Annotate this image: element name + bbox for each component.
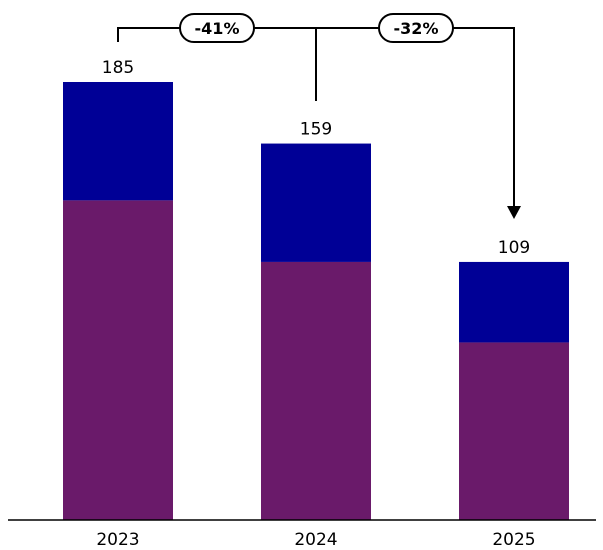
growth-pill-2-text: -32% — [394, 19, 439, 38]
total-label-2023: 185 — [102, 58, 134, 78]
bars-group — [63, 82, 569, 521]
growth-bracket: -41% -32% — [117, 13, 521, 219]
x-tick-label-2024: 2024 — [294, 530, 337, 550]
total-labels-group: 185 159 109 — [102, 58, 530, 258]
growth-pill-2: -32% — [378, 13, 454, 43]
total-label-2025: 109 — [498, 238, 530, 258]
bar-segment-2025-s2 — [459, 261, 569, 343]
bar-segment-2023-s2 — [63, 82, 173, 201]
bar-segment-2025-s1 — [459, 342, 569, 520]
arrow-head-icon — [507, 206, 521, 219]
bar-segment-2024-s1 — [261, 261, 371, 520]
growth-pill-1: -41% — [179, 13, 255, 43]
bar-segment-2024-s2 — [261, 143, 371, 262]
x-tick-label-2023: 2023 — [96, 530, 139, 550]
growth-pill-1-text: -41% — [195, 19, 240, 38]
x-tick-label-2025: 2025 — [492, 530, 535, 550]
x-tick-labels-group: 2023 2024 2025 — [96, 530, 535, 550]
total-label-2024: 159 — [300, 120, 332, 140]
bar-segment-2023-s1 — [63, 200, 173, 521]
